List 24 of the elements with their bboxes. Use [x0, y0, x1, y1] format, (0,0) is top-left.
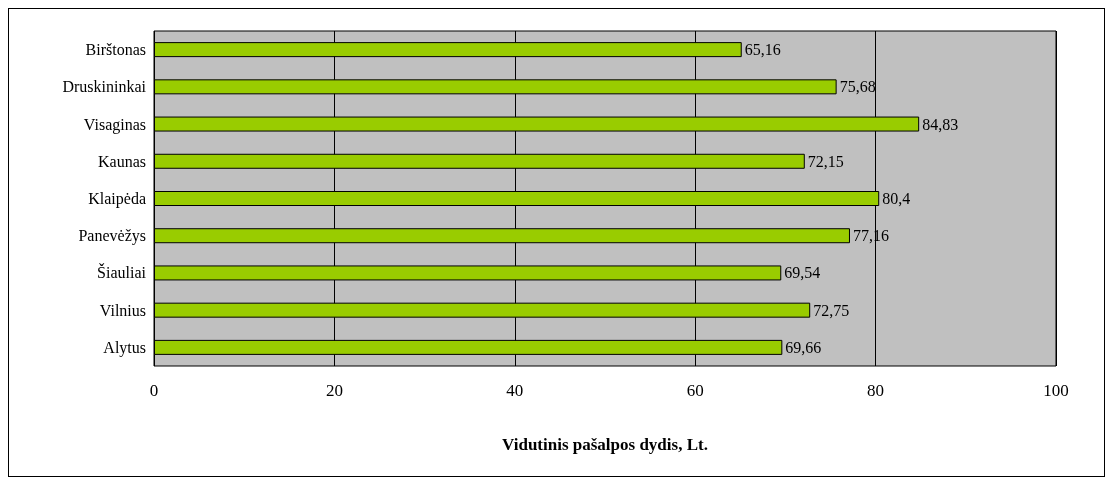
- y-tick-label: Panevėžys: [78, 227, 146, 246]
- y-tick-label: Visaginas: [83, 115, 146, 134]
- x-axis-title: Vidutinis pašalpos dydis, Lt.: [502, 435, 708, 454]
- data-label: 72,75: [813, 301, 850, 319]
- x-tick-label: 20: [325, 381, 343, 400]
- y-tick-label: Birštonas: [85, 41, 146, 59]
- y-tick-label: Šiauliai: [97, 263, 147, 282]
- data-label: 69,54: [784, 264, 821, 282]
- y-tick-label: Vilnius: [99, 301, 146, 319]
- y-tick-label: Kaunas: [98, 152, 146, 170]
- y-tick-label: Klaipėda: [88, 190, 146, 208]
- x-tick-label: 100: [1043, 381, 1069, 400]
- data-label: 80,4: [882, 190, 911, 207]
- y-tick-label: Alytus: [103, 338, 146, 357]
- x-tick-label: 0: [149, 381, 159, 400]
- y-tick-label: Druskininkai: [62, 78, 147, 96]
- x-tick-label: 40: [506, 381, 524, 400]
- x-tick-label: 60: [686, 381, 704, 400]
- x-tick-label: 80: [867, 381, 885, 400]
- data-label: 69,66: [785, 338, 822, 356]
- data-label: 72,15: [807, 152, 844, 170]
- data-label: 84,83: [922, 115, 959, 133]
- data-label: 65,16: [744, 41, 781, 59]
- data-label: 75,68: [839, 78, 876, 96]
